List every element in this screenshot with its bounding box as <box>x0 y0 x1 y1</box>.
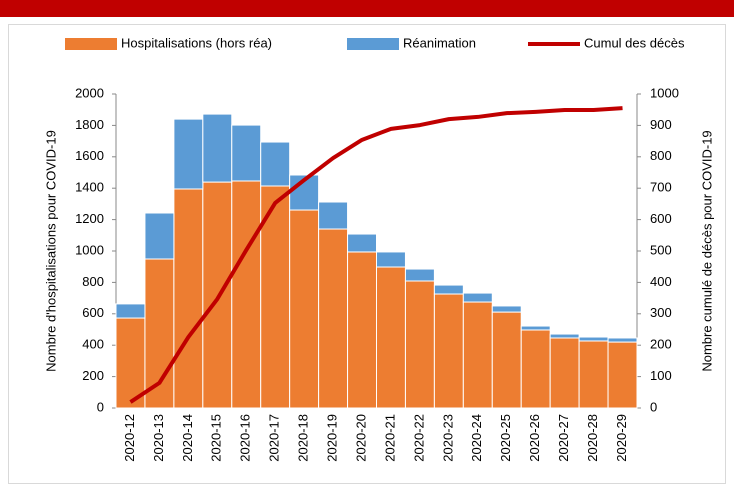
bar <box>144 212 175 260</box>
bar <box>318 201 349 230</box>
x-tick-label: 2020-26 <box>527 414 542 462</box>
line <box>129 106 623 404</box>
bar <box>202 113 233 183</box>
bar <box>520 325 551 331</box>
x-tick-label: 2020-15 <box>209 414 224 462</box>
bar <box>318 228 349 409</box>
x-tick-label: 2020-22 <box>411 414 426 462</box>
y2-tick-label: 800 <box>650 148 672 163</box>
x-tick-label: 2020-24 <box>469 414 484 462</box>
x-tick-label: 2020-16 <box>238 414 253 462</box>
y-tick-label: 2000 <box>75 85 104 100</box>
bar <box>289 209 320 409</box>
x-tick-label: 2020-23 <box>440 414 455 462</box>
bar <box>231 124 262 182</box>
bar <box>491 305 522 313</box>
legend-label: Réanimation <box>403 35 476 50</box>
x-tick-label: 2020-20 <box>353 414 368 462</box>
bar <box>173 188 204 409</box>
y-tick-label: 0 <box>97 399 104 414</box>
y2-tick-label: 1000 <box>650 85 679 100</box>
x-tick-label: 2020-25 <box>498 414 513 462</box>
bar <box>578 340 609 409</box>
y-tick-label: 1200 <box>75 211 104 226</box>
bar <box>607 337 638 343</box>
bar <box>231 180 262 409</box>
x-tick-label: 2020-29 <box>614 414 629 462</box>
x-tick-label: 2020-17 <box>267 414 282 462</box>
x-tick-label: 2020-13 <box>151 414 166 462</box>
legend-label: Hospitalisations (hors réa) <box>121 35 272 50</box>
y-axis-title: Nombre d'hospitalisations pour COVID-19 <box>43 130 58 372</box>
y2-tick-label: 700 <box>650 180 672 195</box>
y-tick-label: 400 <box>82 337 104 352</box>
bar <box>549 337 580 409</box>
bar <box>404 268 435 282</box>
bar <box>260 185 291 409</box>
y2-tick-label: 500 <box>650 242 672 257</box>
y-tick-label: 1800 <box>75 117 104 132</box>
bar <box>144 258 175 409</box>
y-tick-label: 1600 <box>75 148 104 163</box>
y-tick-label: 200 <box>82 368 104 383</box>
y2-axis-title: Nombre cumulé de décès pour COVID-19 <box>699 130 714 371</box>
bar <box>202 181 233 409</box>
bar <box>173 118 204 190</box>
bar <box>462 301 493 409</box>
top-banner <box>0 0 734 17</box>
y2-tick-label: 400 <box>650 274 672 289</box>
legend-label: Cumul des décès <box>584 35 685 50</box>
x-tick-label: 2020-12 <box>122 414 137 462</box>
legend-swatch <box>65 38 117 50</box>
y2-tick-label: 300 <box>650 305 672 320</box>
bar <box>549 333 580 339</box>
y-tick-label: 600 <box>82 305 104 320</box>
legend-swatch <box>347 38 399 50</box>
bar <box>433 284 464 295</box>
bar <box>607 341 638 409</box>
y2-tick-label: 0 <box>650 399 657 414</box>
y-tick-label: 1000 <box>75 242 104 257</box>
x-tick-label: 2020-14 <box>180 414 195 462</box>
y-tick-label: 800 <box>82 274 104 289</box>
bar <box>376 251 406 268</box>
y2-tick-label: 200 <box>650 337 672 352</box>
x-tick-label: 2020-28 <box>585 414 600 462</box>
bar <box>491 311 522 409</box>
bar <box>578 336 609 342</box>
bar <box>260 141 291 187</box>
bar <box>115 303 146 319</box>
bar <box>347 251 377 409</box>
bar <box>347 233 377 253</box>
bar <box>433 293 464 409</box>
bar <box>520 329 551 409</box>
bar <box>404 280 435 409</box>
x-tick-label: 2020-21 <box>382 414 397 462</box>
x-tick-label: 2020-18 <box>296 414 311 462</box>
bar <box>376 266 406 409</box>
y2-tick-label: 100 <box>650 368 672 383</box>
y-tick-label: 1400 <box>75 180 104 195</box>
y2-tick-label: 600 <box>650 211 672 226</box>
bar <box>462 292 493 303</box>
x-tick-label: 2020-27 <box>556 414 571 462</box>
x-tick-label: 2020-19 <box>325 414 340 462</box>
y2-tick-label: 900 <box>650 117 672 132</box>
